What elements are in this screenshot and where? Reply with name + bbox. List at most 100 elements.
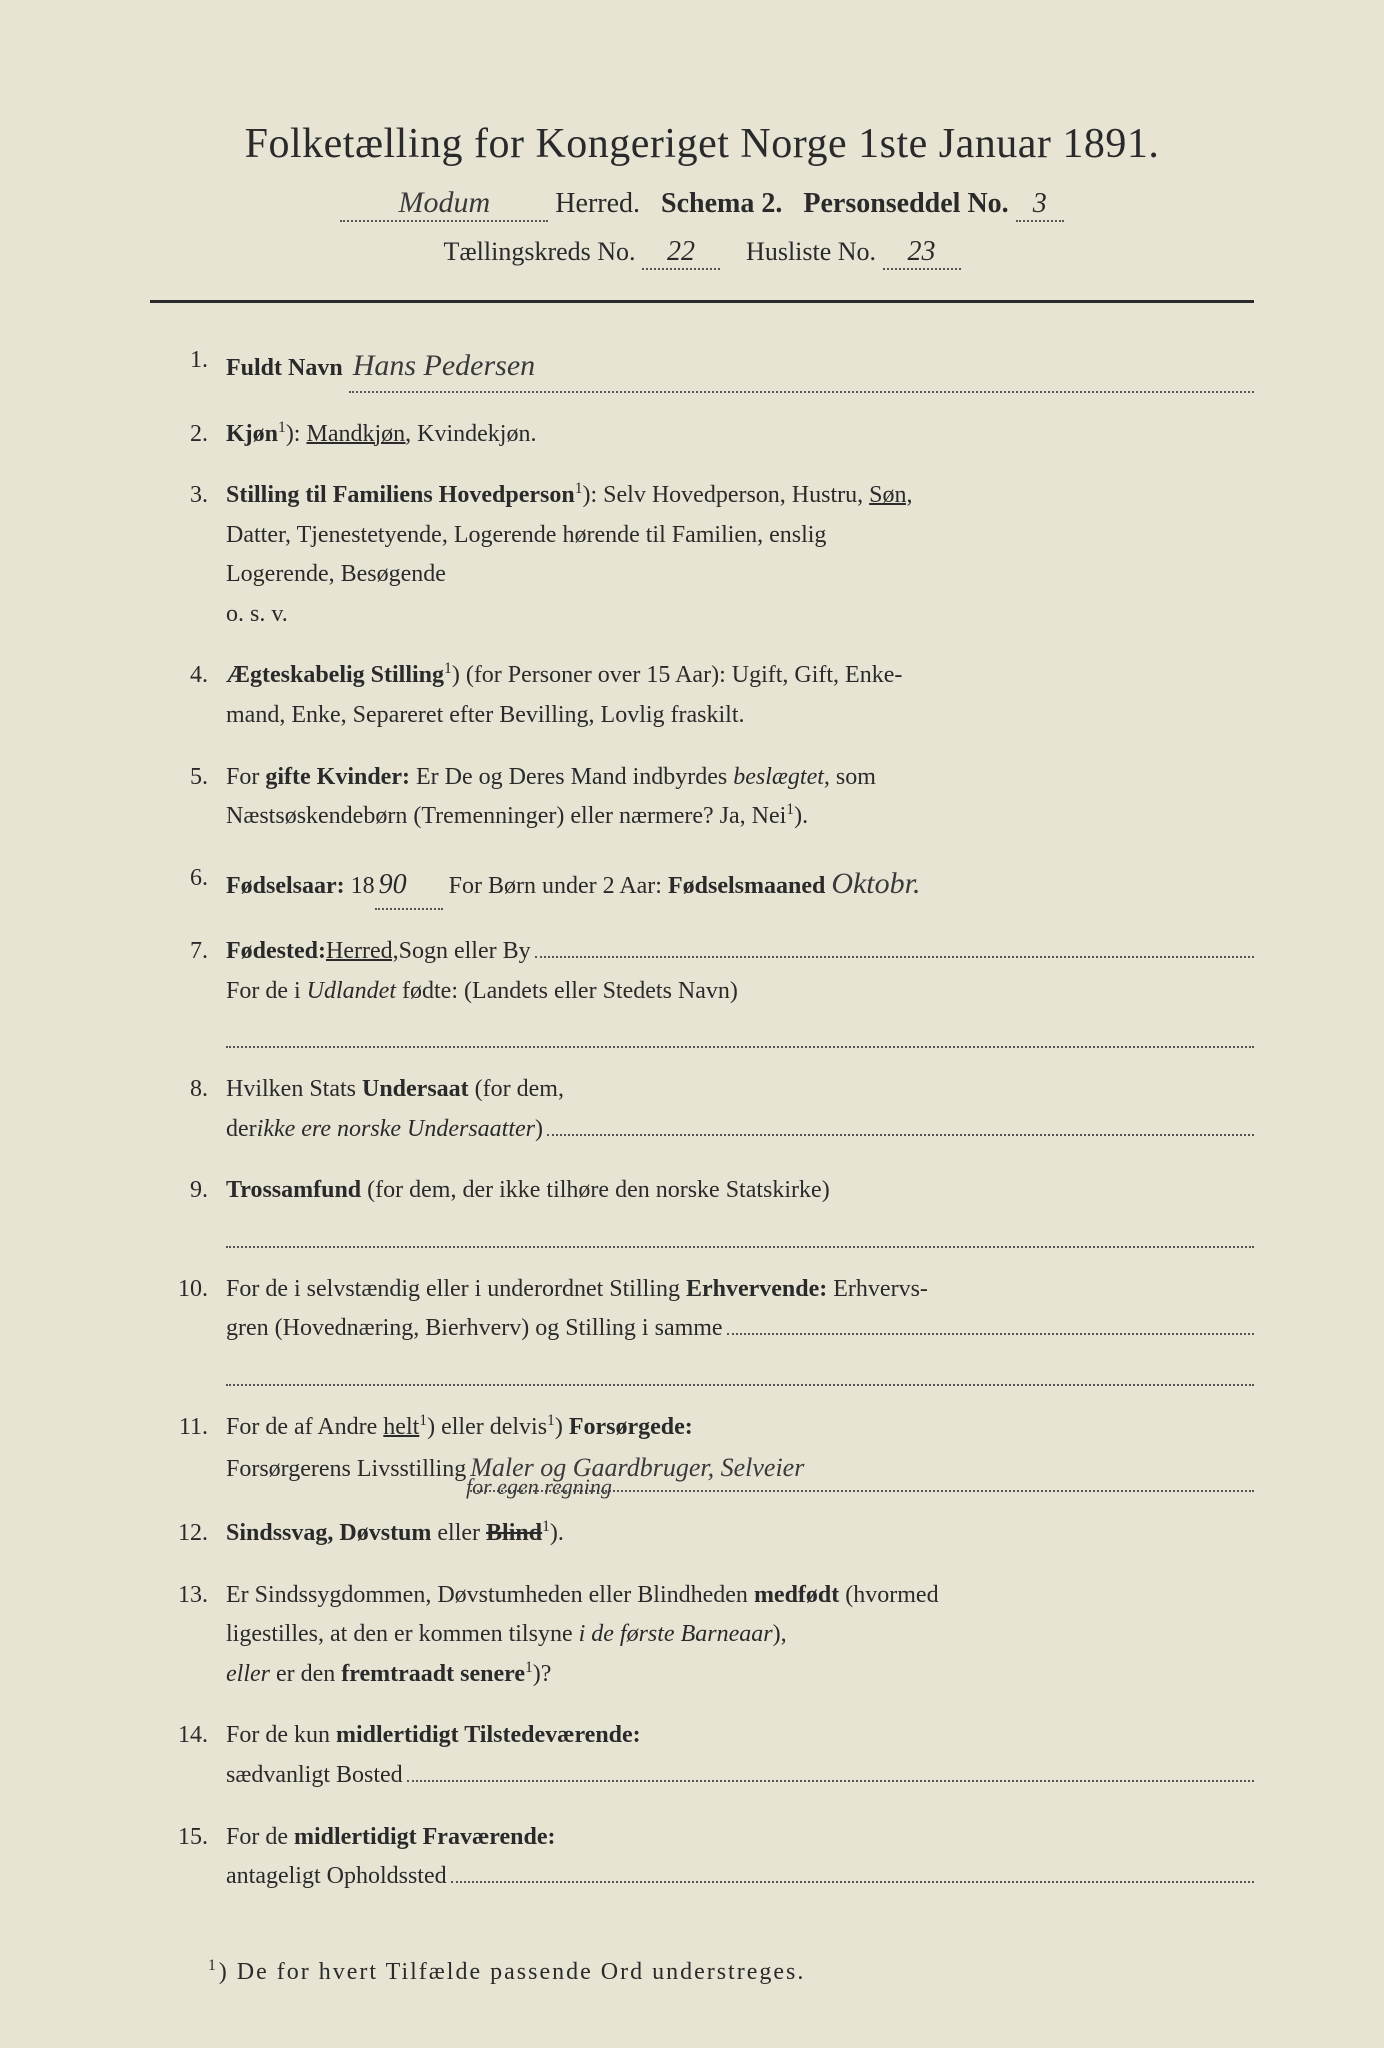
bold: midlertidigt Tilstedeværende: (336, 1722, 641, 1748)
herred-handwritten: Modum (340, 186, 548, 222)
kreds-no: 22 (642, 236, 720, 270)
sup: 1 (547, 1412, 555, 1429)
entry-label: Trossamfund (226, 1177, 361, 1203)
text: er den (270, 1661, 341, 1687)
entry-1: 1. Fuldt Navn Hans Pedersen (150, 341, 1254, 393)
text: gren (Hovednæring, Bierhverv) og Stillin… (226, 1309, 723, 1349)
footnote-text: ) De for hvert Tilfælde passende Ord und… (219, 1959, 806, 1985)
entry-label: Fødselsaar: (226, 873, 345, 899)
text: (hvormed (839, 1582, 938, 1608)
entry-num: 1. (150, 341, 226, 393)
footnote: 1) De for hvert Tilfælde passende Ord un… (150, 1957, 1254, 1986)
text: ): Selv Hovedperson, Hustru, (583, 482, 870, 508)
census-form-page: Folketælling for Kongeriget Norge 1ste J… (0, 0, 1384, 2048)
bold-struck: Blind (486, 1520, 542, 1546)
dotted-fill (535, 956, 1254, 958)
gender-female: Kvindekjøn. (417, 421, 536, 447)
text: For de i (226, 978, 307, 1004)
relation-son: Søn, (869, 482, 912, 508)
text: Er Sindssygdommen, Døvstumheden eller Bl… (226, 1582, 754, 1608)
provider-note-hw: for egen regning (466, 1469, 612, 1505)
bold: gifte Kvinder: (265, 764, 410, 790)
bold: midlertidigt Fraværende: (294, 1824, 556, 1850)
birth-year-hw: 90 (375, 862, 443, 910)
text: ) (555, 1414, 569, 1440)
birthplace-herred: Herred, (326, 932, 399, 972)
text: der (226, 1110, 257, 1150)
text: Næstsøskendebørn (Tremenninger) eller næ… (226, 803, 786, 829)
entry-num: 4. (150, 656, 226, 735)
text: Hvilken Stats (226, 1076, 362, 1102)
entry-num: 3. (150, 476, 226, 634)
entry-label: Kjøn (226, 421, 278, 447)
entry-num: 8. (150, 1070, 226, 1149)
entry-3: 3. Stilling til Familiens Hovedperson1):… (150, 476, 1254, 634)
sup: 1 (786, 801, 794, 818)
text: ), (773, 1621, 787, 1647)
sup: 1 (542, 1518, 550, 1535)
text: For de (226, 1824, 294, 1850)
dotted-fill (451, 1881, 1254, 1883)
husliste-label: Husliste No. (746, 237, 876, 266)
text: sædvanligt Bosted (226, 1756, 403, 1796)
text: ligestilles, at den er kommen tilsyne (226, 1621, 579, 1647)
text: Forsørgerens Livsstilling (226, 1450, 466, 1490)
sup: 1 (444, 660, 452, 677)
text: ). (794, 803, 808, 829)
entry-11: 11. For de af Andre helt1) eller delvis1… (150, 1408, 1254, 1492)
bold: Fødselsmaaned (668, 873, 825, 899)
text: For Børn under 2 Aar: (443, 873, 668, 899)
dotted-fill (547, 1134, 1254, 1136)
dotted-fill (407, 1780, 1254, 1782)
italic: Udlandet (307, 978, 396, 1004)
sup: 1 (419, 1412, 427, 1429)
text: (for dem, der ikke tilhøre den norske St… (361, 1177, 830, 1203)
text: )? (533, 1661, 552, 1687)
text: o. s. v. (226, 601, 288, 627)
bold: medfødt (754, 1582, 839, 1608)
entry-num: 11. (150, 1408, 226, 1492)
bold: Forsørgede: (569, 1414, 693, 1440)
gender-male: Mandkjøn, (306, 421, 411, 447)
dotted-line (226, 1355, 1254, 1386)
italic: eller (226, 1661, 270, 1687)
u: helt (383, 1414, 419, 1440)
entry-label: Fuldt Navn (226, 349, 343, 389)
sup: 1 (278, 419, 286, 436)
subtitle-line-1: Modum Herred. Schema 2. Personseddel No.… (150, 186, 1254, 222)
entry-label: Stilling til Familiens Hovedperson (226, 482, 575, 508)
entry-2: 2. Kjøn1): Mandkjøn, Kvindekjøn. (150, 415, 1254, 455)
entry-num: 13. (150, 1576, 226, 1695)
sup: 1 (525, 1659, 533, 1676)
entry-num: 9. (150, 1171, 226, 1247)
dotted-fill (727, 1333, 1254, 1335)
entry-num: 14. (150, 1716, 226, 1795)
entry-label: Ægteskabelig Stilling (226, 662, 444, 688)
entry-14: 14. For de kun midlertidigt Tilstedevære… (150, 1716, 1254, 1795)
entry-num: 5. (150, 758, 226, 837)
bold: Undersaat (362, 1076, 469, 1102)
text: antageligt Opholdssted (226, 1857, 447, 1897)
text: Er De og Deres Mand indbyrdes (410, 764, 733, 790)
husliste-no: 23 (883, 236, 961, 270)
text: ) eller delvis (427, 1414, 547, 1440)
entry-label: Fødested: (226, 932, 326, 972)
text: mand, Enke, Separeret efter Bevilling, L… (226, 702, 745, 728)
text: Erhvervs- (827, 1276, 928, 1302)
text: For de i selvstændig eller i underordnet… (226, 1276, 686, 1302)
text: Datter, Tjenestetyende, Logerende hørend… (226, 522, 826, 548)
entry-7: 7. Fødested: Herred, Sogn eller By For d… (150, 932, 1254, 1048)
entry-13: 13. Er Sindssygdommen, Døvstumheden elle… (150, 1576, 1254, 1695)
subtitle-line-2: Tællingskreds No. 22 Husliste No. 23 (150, 236, 1254, 270)
entry-5: 5. For gifte Kvinder: Er De og Deres Man… (150, 758, 1254, 837)
text: For de kun (226, 1722, 336, 1748)
page-title: Folketælling for Kongeriget Norge 1ste J… (150, 120, 1254, 168)
personseddel-no: 3 (1016, 188, 1064, 222)
entry-10: 10. For de i selvstændig eller i underor… (150, 1270, 1254, 1386)
entry-9: 9. Trossamfund (for dem, der ikke tilhør… (150, 1171, 1254, 1247)
divider (150, 300, 1254, 303)
herred-label: Herred. (555, 188, 640, 219)
birth-month-hw: Oktobr. (831, 867, 920, 900)
entry-num: 6. (150, 859, 226, 910)
fullname-handwritten: Hans Pedersen (349, 341, 1254, 393)
